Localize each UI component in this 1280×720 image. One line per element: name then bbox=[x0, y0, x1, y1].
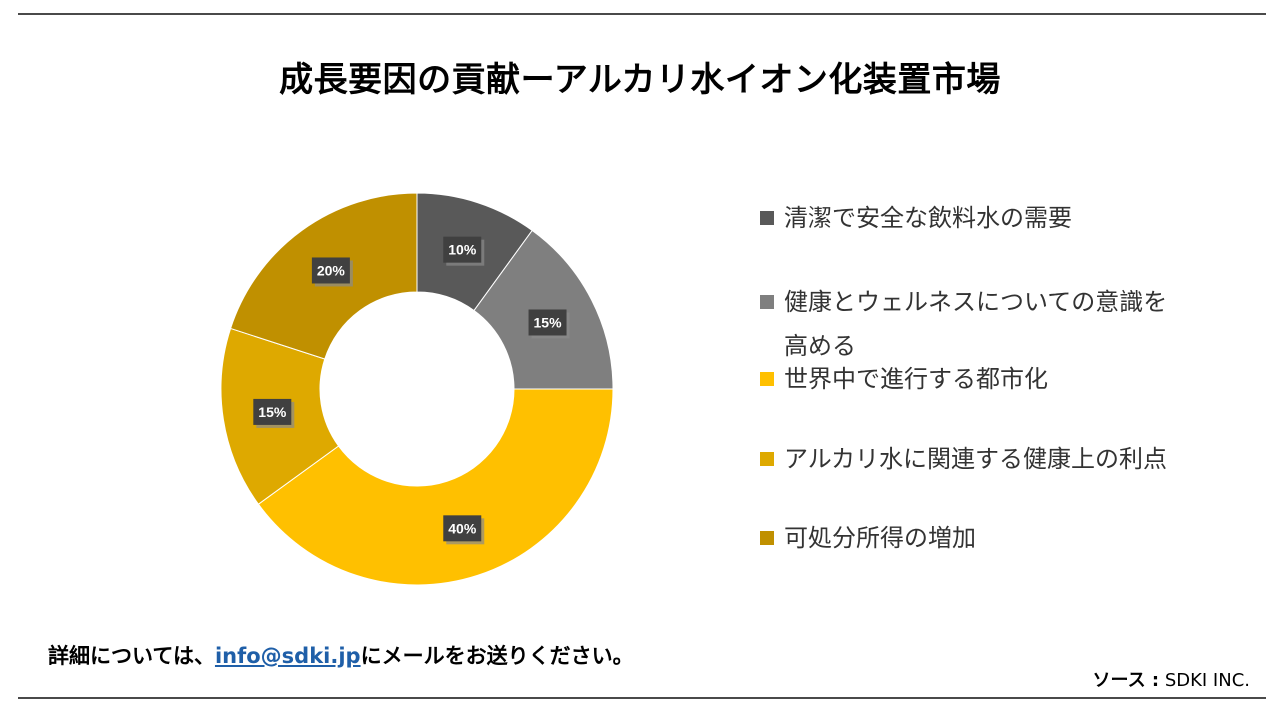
legend-swatch bbox=[760, 452, 774, 466]
legend-item-2: 健康とウェルネスについての意識を高める bbox=[760, 280, 1170, 368]
legend-item-1: 清潔で安全な飲料水の需要 bbox=[760, 196, 1170, 240]
contact-note-suffix: にメールをお送りください。 bbox=[360, 644, 634, 668]
email-link[interactable]: info@sdki.jp bbox=[214, 644, 361, 668]
data-label-text-4: 15% bbox=[258, 404, 287, 420]
top-divider bbox=[18, 13, 1266, 15]
page-title: 成長要因の貢献ーアルカリ水イオン化装置市場 bbox=[279, 60, 1001, 100]
data-label-5: 20% bbox=[311, 257, 353, 287]
data-label-2: 15% bbox=[528, 309, 570, 339]
data-label-text-1: 10% bbox=[448, 242, 477, 258]
legend-label: 清潔で安全な飲料水の需要 bbox=[784, 204, 1072, 232]
data-label-text-5: 20% bbox=[317, 262, 346, 278]
source-value: SDKI INC. bbox=[1164, 670, 1250, 691]
bottom-divider bbox=[18, 697, 1266, 699]
legend-label: 可処分所得の増加 bbox=[784, 524, 976, 552]
legend-swatch bbox=[760, 211, 774, 225]
legend-item-3: 世界中で進行する都市化 bbox=[760, 357, 1170, 401]
data-label-text-3: 40% bbox=[448, 520, 477, 536]
data-label-1: 10% bbox=[443, 236, 485, 266]
data-label-3: 40% bbox=[443, 515, 485, 545]
contact-note: 詳細については、info@sdki.jpにメールをお送りください。 bbox=[48, 640, 634, 670]
legend-item-5: 可処分所得の増加 bbox=[760, 516, 1170, 560]
legend-label: 健康とウェルネスについての意識を高める bbox=[784, 288, 1168, 360]
contact-note-prefix: 詳細については、 bbox=[48, 644, 215, 668]
legend-item-4: アルカリ水に関連する健康上の利点 bbox=[760, 437, 1170, 481]
donut-slice-3 bbox=[257, 388, 614, 586]
data-label-4: 15% bbox=[253, 398, 295, 428]
legend-label: 世界中で進行する都市化 bbox=[784, 365, 1048, 393]
source-credit: ソース : SDKI INC. bbox=[1093, 666, 1251, 692]
source-label: ソース : bbox=[1092, 670, 1160, 691]
legend-swatch bbox=[760, 372, 774, 386]
data-label-text-2: 15% bbox=[534, 314, 563, 330]
legend-swatch bbox=[760, 531, 774, 545]
legend-label: アルカリ水に関連する健康上の利点 bbox=[784, 445, 1168, 473]
legend-swatch bbox=[760, 295, 774, 309]
